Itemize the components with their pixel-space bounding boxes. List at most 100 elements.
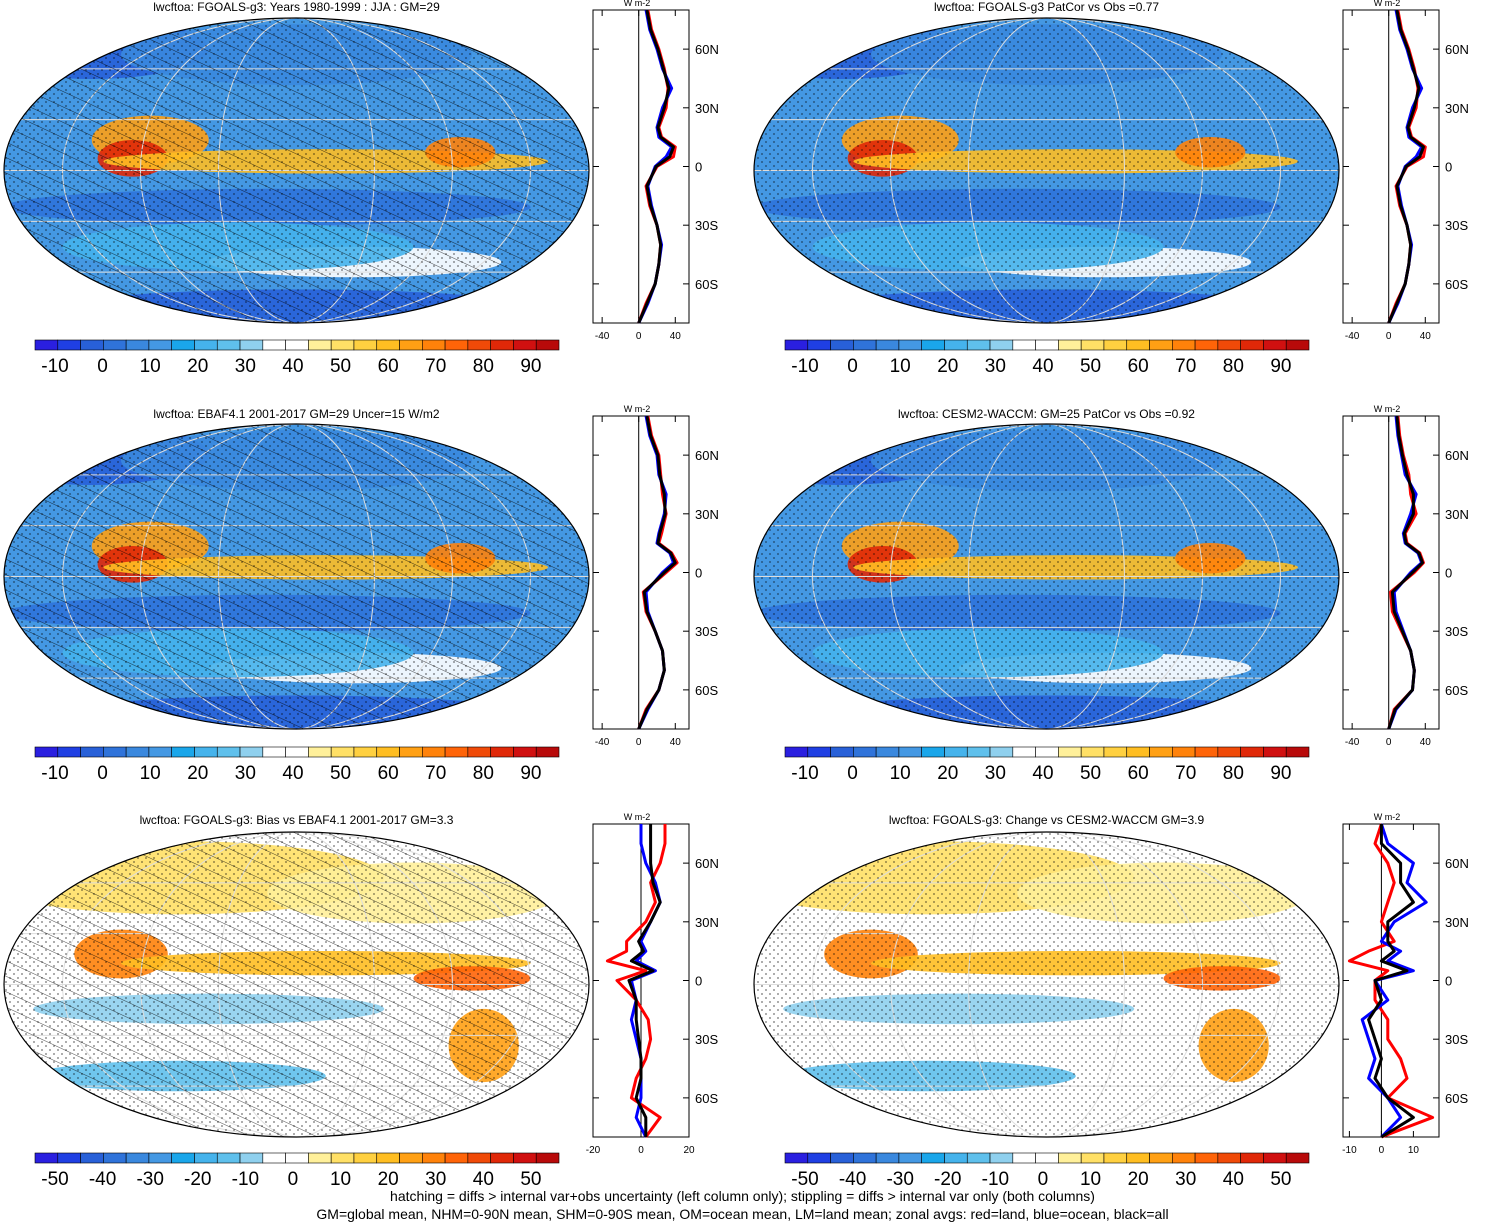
profile-ytick-label: 60S bbox=[1445, 683, 1468, 698]
colorbar-swatch bbox=[989, 746, 1014, 758]
colorbar-label: -20 bbox=[934, 1169, 961, 1190]
colorbar-swatch bbox=[239, 339, 264, 351]
profile-xtick-label: -40 bbox=[595, 331, 610, 342]
zonal-profile: W m-2 -40 0 40 60N 30N 0 30S 60S bbox=[1342, 404, 1469, 748]
colorbar-swatch bbox=[1240, 746, 1264, 758]
colorbar-label: 80 bbox=[1223, 763, 1244, 784]
colorbar-label: 10 bbox=[330, 1169, 351, 1190]
zonal-profile: W m-2 -10 0 10 60N 30N 0 30S 60S bbox=[1342, 812, 1469, 1156]
colorbar-label: 70 bbox=[1175, 356, 1196, 377]
colorbar-swatch bbox=[171, 1152, 195, 1164]
colorbar-label: 0 bbox=[1038, 1169, 1049, 1190]
colorbar-swatch bbox=[853, 339, 877, 351]
profile-xtick-label: 0 bbox=[1379, 1145, 1385, 1156]
colorbar-label: -10 bbox=[232, 1169, 259, 1190]
colorbar-swatch bbox=[376, 746, 400, 758]
colorbar-swatch bbox=[216, 746, 241, 758]
colorbar-swatch bbox=[1285, 1152, 1310, 1164]
colorbar-swatch bbox=[80, 746, 104, 758]
colorbar-swatch bbox=[1012, 746, 1036, 758]
colorbar-swatch bbox=[807, 339, 831, 351]
map-border bbox=[753, 17, 1340, 324]
colorbar-swatch bbox=[513, 339, 537, 351]
hatching bbox=[4, 424, 589, 729]
colorbar-label: -10 bbox=[791, 356, 818, 377]
profile-ytick-label: 60S bbox=[1445, 1091, 1468, 1106]
colorbar-label: 60 bbox=[378, 763, 399, 784]
colorbar-label: 80 bbox=[1223, 356, 1244, 377]
colorbar-label: 20 bbox=[937, 763, 958, 784]
colorbar-label: 90 bbox=[1270, 356, 1291, 377]
profile-ytick-label: 30S bbox=[695, 624, 718, 639]
profile-series-line bbox=[627, 824, 662, 1137]
colorbar: -50 -40 -30 -20 -10 0 10 20 30 40 50 bbox=[34, 1152, 560, 1190]
colorbar-label: 50 bbox=[330, 763, 351, 784]
map-field bbox=[4, 18, 589, 323]
profile-ytick-label: 30N bbox=[1445, 101, 1469, 116]
colorbar-label: 40 bbox=[473, 1169, 494, 1190]
profile-series-line bbox=[605, 824, 667, 1138]
colorbar-swatch bbox=[57, 746, 81, 758]
profile-xtick-label: -40 bbox=[595, 737, 610, 748]
colorbar-label: -10 bbox=[791, 763, 818, 784]
colorbar-label: 80 bbox=[473, 763, 494, 784]
colorbar-swatch bbox=[921, 339, 945, 351]
stippling bbox=[754, 18, 1339, 323]
map-border bbox=[753, 831, 1340, 1138]
colorbar-swatch bbox=[285, 339, 309, 351]
profile-series-line bbox=[1347, 823, 1435, 1139]
colorbar-swatch bbox=[103, 1152, 127, 1164]
map-border bbox=[3, 17, 590, 324]
profile-frame bbox=[592, 415, 690, 730]
colorbar-swatch bbox=[34, 339, 59, 351]
colorbar-swatch bbox=[1217, 339, 1241, 351]
colorbar-swatch bbox=[57, 339, 81, 351]
profile-ytick-label: 60N bbox=[695, 42, 719, 57]
map-field bbox=[754, 832, 1339, 1137]
colorbar-swatch bbox=[1058, 1152, 1082, 1164]
map-field bbox=[4, 424, 589, 729]
colorbar-swatch bbox=[125, 339, 150, 351]
colorbar-swatch bbox=[1149, 746, 1173, 758]
colorbar-swatch bbox=[807, 1152, 831, 1164]
colorbar-swatch bbox=[239, 746, 264, 758]
colorbar-swatch bbox=[34, 746, 59, 758]
colorbar: -50 -40 -30 -20 -10 0 10 20 30 40 50 bbox=[784, 1152, 1310, 1190]
profile-xtick-label: 40 bbox=[670, 737, 682, 748]
profile-ytick-label: 0 bbox=[1445, 566, 1452, 581]
colorbar-label: 30 bbox=[985, 356, 1006, 377]
profile-ytick-label: 30S bbox=[1445, 218, 1468, 233]
colorbar-swatch bbox=[103, 746, 127, 758]
colorbar-label: 60 bbox=[1128, 356, 1149, 377]
colorbar-label: 20 bbox=[1128, 1169, 1149, 1190]
colorbar-swatch bbox=[1240, 339, 1264, 351]
colorbar: -10 0 10 20 30 40 50 60 70 80 90 bbox=[34, 746, 560, 784]
colorbar-swatch bbox=[467, 339, 491, 351]
colorbar-label: 50 bbox=[330, 356, 351, 377]
zonal-profile: W m-2 -40 0 40 60N 30N 0 30S 60S bbox=[1342, 0, 1469, 342]
colorbar-label: 30 bbox=[985, 763, 1006, 784]
footnote-legend: GM=global mean, NHM=0-90N mean, SHM=0-90… bbox=[316, 1206, 1169, 1222]
colorbar-label: 10 bbox=[890, 356, 911, 377]
panel-5: lwcftoa: FGOALS-g3: Bias vs EBAF4.1 2001… bbox=[3, 812, 719, 1190]
profile-series-line bbox=[637, 9, 675, 324]
colorbar-swatch bbox=[830, 339, 854, 351]
colorbar: -10 0 10 20 30 40 50 60 70 80 90 bbox=[34, 339, 560, 377]
colorbar-label: 40 bbox=[1032, 763, 1053, 784]
colorbar-swatch bbox=[330, 339, 355, 351]
colorbar-swatch bbox=[285, 746, 309, 758]
colorbar-swatch bbox=[1149, 339, 1173, 351]
profile-series-line bbox=[1387, 415, 1425, 730]
profile-ytick-label: 0 bbox=[1445, 160, 1452, 175]
colorbar-swatch bbox=[1126, 1152, 1150, 1164]
colorbar-label: -20 bbox=[184, 1169, 211, 1190]
colorbar-swatch bbox=[1263, 746, 1287, 758]
profile-ytick-label: 60N bbox=[1445, 856, 1469, 871]
colorbar-swatch bbox=[966, 1152, 991, 1164]
colorbar-swatch bbox=[285, 1152, 309, 1164]
colorbar-label: -10 bbox=[982, 1169, 1009, 1190]
colorbar-swatch bbox=[853, 1152, 877, 1164]
colorbar-swatch bbox=[490, 746, 514, 758]
colorbar-label: 60 bbox=[378, 356, 399, 377]
profile-ytick-label: 30N bbox=[1445, 915, 1469, 930]
